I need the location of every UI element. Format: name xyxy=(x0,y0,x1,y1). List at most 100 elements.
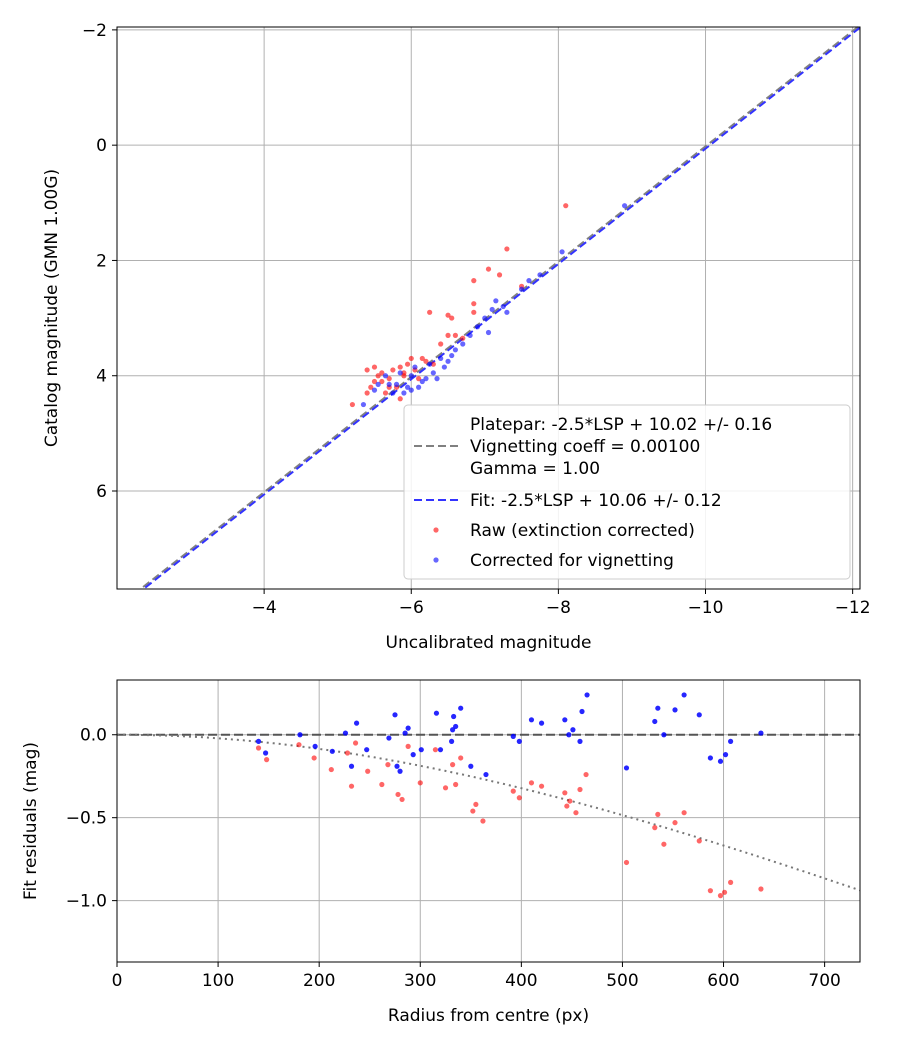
corrected-residual-point xyxy=(579,708,585,715)
raw-point xyxy=(438,341,444,347)
top-axes-frame xyxy=(116,26,861,590)
raw-residual-point xyxy=(573,810,579,816)
corrected-residual-point xyxy=(329,748,335,754)
raw-residual-point xyxy=(255,745,262,751)
raw-residual-point xyxy=(458,755,464,761)
raw-point xyxy=(427,309,433,315)
raw-point xyxy=(504,246,510,252)
corrected-point xyxy=(449,352,455,359)
corrected-point xyxy=(489,306,495,313)
legend-corrected-marker xyxy=(433,557,439,563)
corrected-point xyxy=(397,370,403,376)
corrected-point xyxy=(382,373,389,379)
corrected-residual-point xyxy=(410,752,416,758)
raw-residual-point xyxy=(405,743,411,749)
corrected-residual-point xyxy=(394,763,400,769)
raw-residual-point xyxy=(328,766,334,773)
top-x-tick-label: −8 xyxy=(546,598,571,618)
raw-residual-point xyxy=(655,811,661,817)
raw-residual-point xyxy=(623,859,630,866)
raw-point xyxy=(349,401,356,408)
corrected-point xyxy=(526,278,532,284)
raw-point xyxy=(371,364,378,370)
legend-vignetting-label: Vignetting coeff = 0.00100 xyxy=(470,437,700,457)
corrected-residual-point xyxy=(672,707,678,713)
raw-residual-point xyxy=(379,781,385,788)
raw-point xyxy=(375,373,381,379)
raw-point xyxy=(430,361,436,367)
raw-point xyxy=(386,376,392,382)
raw-residual-point xyxy=(538,783,545,789)
corrected-point xyxy=(408,373,414,379)
raw-residual-point xyxy=(432,747,439,753)
raw-point xyxy=(471,301,477,307)
corrected-point xyxy=(445,358,451,364)
raw-residual-point xyxy=(352,740,359,746)
platepar-line xyxy=(139,26,859,590)
raw-residual-point xyxy=(264,757,270,763)
raw-point xyxy=(449,315,455,321)
legend-gamma-label: Gamma = 1.00 xyxy=(470,459,600,479)
raw-residual-point xyxy=(681,810,687,816)
top-scatter-points xyxy=(349,203,628,408)
raw-residual-point xyxy=(473,801,479,808)
corrected-residual-point xyxy=(570,727,576,733)
corrected-point xyxy=(467,332,473,338)
raw-point xyxy=(419,355,425,362)
legend-raw-marker xyxy=(433,527,439,533)
corrected-point xyxy=(427,361,433,367)
bottom-y-tick-label: −1.0 xyxy=(66,892,107,912)
raw-point xyxy=(563,203,569,209)
raw-residual-point xyxy=(450,762,456,768)
corrected-point xyxy=(500,303,506,310)
legend-platepar-label: Platepar: -2.5*LSP + 10.02 +/- 0.16 xyxy=(470,415,772,435)
corrected-point xyxy=(408,387,414,393)
corrected-point xyxy=(393,381,400,387)
corrected-point xyxy=(423,376,429,382)
raw-point xyxy=(460,335,466,341)
corrected-residual-point xyxy=(655,705,661,711)
raw-residual-point xyxy=(442,785,449,791)
raw-point xyxy=(423,358,429,364)
corrected-residual-point xyxy=(538,720,545,726)
raw-point xyxy=(397,396,403,402)
legend: Platepar: -2.5*LSP + 10.02 +/- 0.16 Vign… xyxy=(403,404,851,580)
corrected-residual-point xyxy=(342,730,349,736)
corrected-residual-point xyxy=(577,738,583,744)
corrected-point xyxy=(519,286,525,292)
corrected-residual-point xyxy=(397,768,403,774)
corrected-point xyxy=(430,370,436,376)
corrected-residual-point xyxy=(263,750,269,756)
corrected-residual-point xyxy=(402,730,408,736)
raw-point xyxy=(368,384,374,390)
raw-point xyxy=(485,266,492,272)
corrected-point xyxy=(482,315,488,321)
raw-residual-point xyxy=(577,786,583,793)
corrected-residual-point xyxy=(652,718,658,725)
corrected-point xyxy=(419,378,425,385)
raw-point xyxy=(364,390,370,396)
raw-residual-point xyxy=(516,795,522,801)
corrected-residual-point xyxy=(528,717,535,723)
corrected-residual-point xyxy=(722,752,729,758)
corrected-residual-point xyxy=(758,730,764,736)
corrected-residual-point xyxy=(255,738,262,744)
top-x-tick-label: −4 xyxy=(252,598,277,618)
raw-residual-point xyxy=(480,818,486,824)
raw-point xyxy=(416,376,422,382)
top-tick-labels: −4 −6 −8 −10 −12 −2 0 2 4 6 xyxy=(82,21,871,618)
fit-line xyxy=(142,26,861,590)
corrected-residual-point xyxy=(483,771,489,778)
corrected-point xyxy=(621,203,628,209)
raw-point xyxy=(379,378,385,385)
raw-point xyxy=(390,367,396,373)
corrected-residual-point xyxy=(696,712,702,718)
corrected-point xyxy=(438,355,444,362)
bottom-x-tick-label: 300 xyxy=(404,971,436,991)
raw-residual-point xyxy=(562,790,568,796)
raw-residual-point xyxy=(567,798,573,804)
raw-residual-point xyxy=(385,762,391,768)
raw-residual-point xyxy=(672,820,678,826)
raw-residual-point xyxy=(528,780,535,786)
raw-residual-point xyxy=(399,796,405,803)
